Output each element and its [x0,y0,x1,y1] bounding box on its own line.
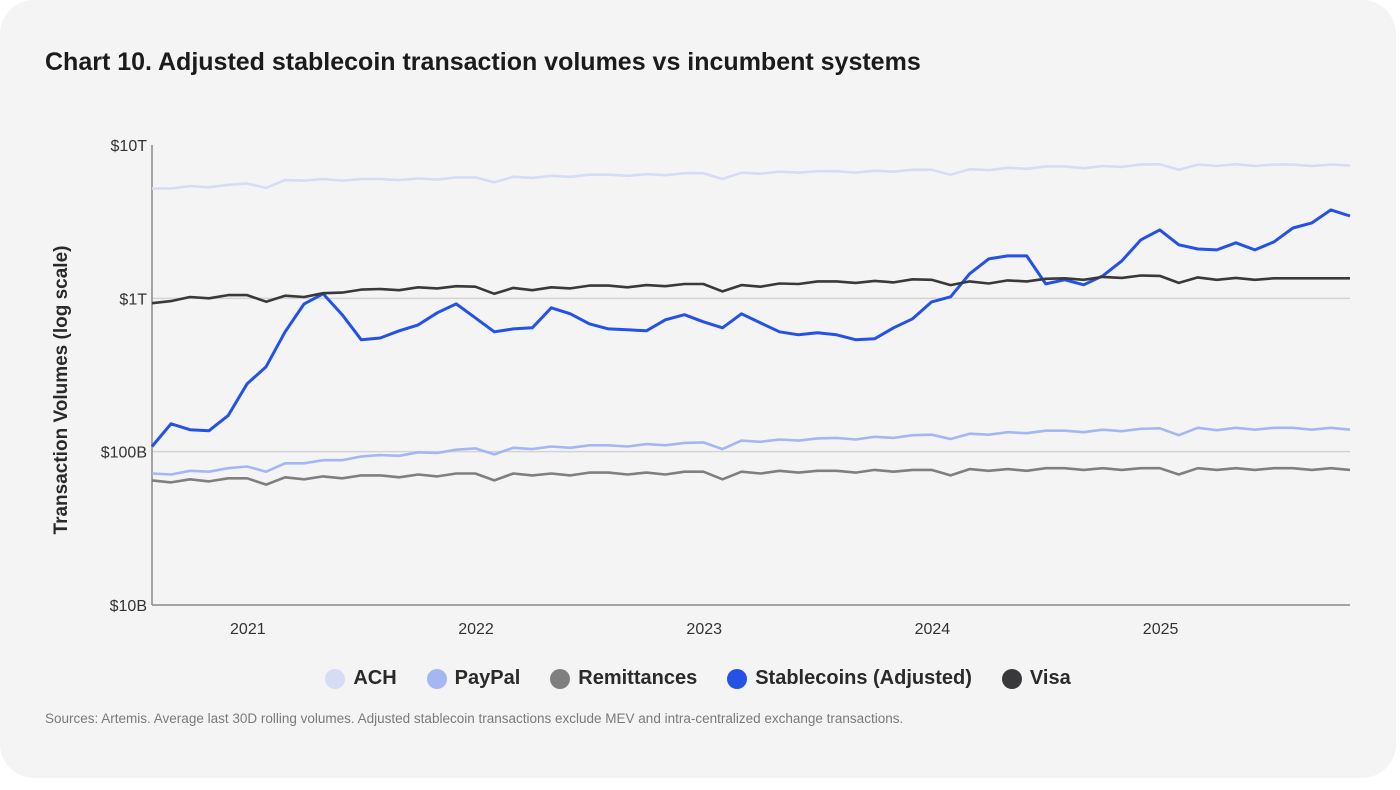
legend-swatch [550,668,571,689]
legend-item: PayPal [426,667,521,690]
chart-legend: ACH PayPal Remittances Stablecoins (Adjuste… [0,667,1396,690]
legend-item: Remittances [550,667,697,690]
x-tick-label: 2023 [686,621,722,638]
x-tick-label: 2022 [458,621,494,638]
legend-label: PayPal [454,667,521,689]
y-tick-label: $1T [119,291,147,308]
y-tick-label: $100B [101,445,147,462]
y-tick-label: $10T [111,138,148,155]
legend-swatch [727,668,748,689]
x-tick-label: 2025 [1143,621,1179,638]
series-line-visa [151,274,1350,305]
chart-title: Chart 10. Adjusted stablecoin transactio… [45,48,921,76]
sources-note: Sources: Artemis. Average last 30D rolli… [45,711,904,726]
legend-label: Stablecoins (Adjusted) [755,667,972,689]
x-tick-label: 2021 [230,621,266,638]
legend-item: ACH [325,667,397,690]
legend-swatch [1001,668,1022,689]
x-tick-label: 2024 [915,621,951,638]
series-line-ach [152,162,1351,190]
legend-label: Visa [1029,667,1071,689]
series-line-stablecoins-adjusted [150,208,1351,448]
legend-label: ACH [353,667,397,689]
series-line-paypal [151,426,1351,476]
legend-swatch [426,668,447,689]
legend-label: Remittances [578,667,698,689]
legend-item: Stablecoins (Adjusted) [727,667,972,690]
y-tick-label: $10B [110,598,147,615]
series-line-remittances [151,466,1351,486]
legend-swatch [325,668,346,689]
y-axis-label: Transaction Volumes (log scale) [51,246,72,535]
legend-item: Visa [1001,667,1071,690]
